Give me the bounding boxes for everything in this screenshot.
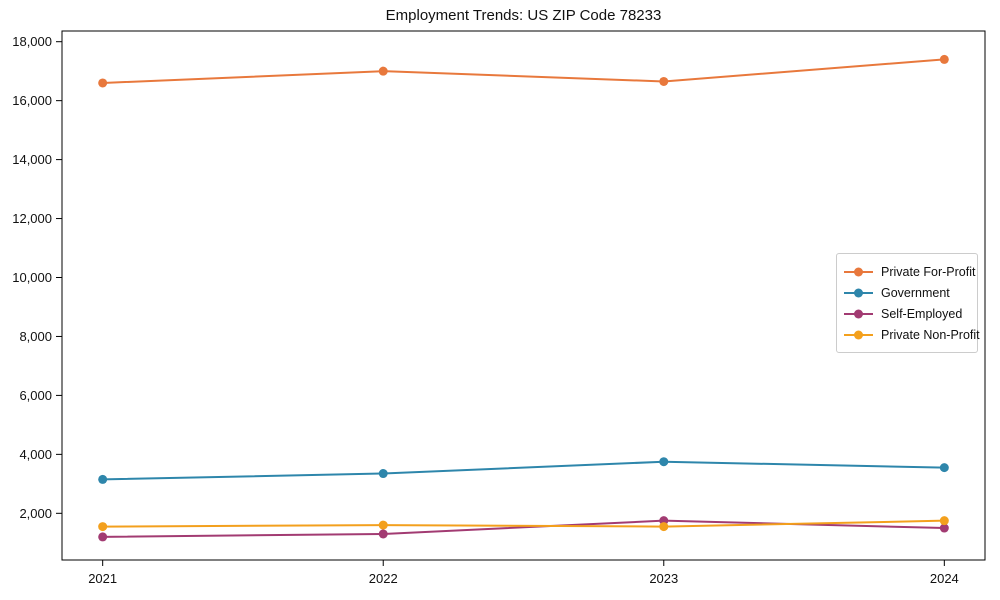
x-tick-label: 2023	[649, 571, 678, 586]
legend-line-marker-icon	[844, 309, 873, 318]
y-tick-label: 18,000	[12, 34, 52, 49]
series-line	[102, 460, 945, 481]
data-point-marker	[98, 474, 108, 484]
legend-label: Government	[881, 285, 950, 300]
series-line	[102, 58, 945, 84]
chart-title: Employment Trends: US ZIP Code 78233	[385, 7, 662, 24]
legend-label: Private For-Profit	[881, 264, 976, 279]
data-point-marker	[939, 54, 949, 64]
data-point-marker	[98, 522, 108, 532]
data-point-marker	[378, 469, 388, 479]
legend-entry: Private Non-Profit	[843, 324, 980, 345]
series-government	[98, 457, 949, 484]
y-tick-label: 4,000	[19, 447, 52, 462]
legend: Private For-Profit Government Self-Employe…	[836, 253, 980, 353]
x-tick-label: 2024	[930, 571, 959, 586]
legend-entry: Private For-Profit	[843, 261, 975, 282]
series-private-for-profit	[98, 54, 949, 88]
y-tick-label: 14,000	[12, 152, 52, 167]
legend-entry: Self-Employed	[843, 303, 969, 324]
y-tick-label: 12,000	[12, 211, 52, 226]
y-tick-label: 6,000	[19, 388, 52, 403]
data-point-marker	[98, 532, 108, 542]
legend-label: Self-Employed	[881, 306, 963, 321]
y-tick-label: 8,000	[19, 329, 52, 344]
series-line	[102, 519, 945, 528]
data-point-marker	[378, 529, 388, 539]
legend-line-marker-icon	[844, 330, 873, 339]
series-private-non-profit	[98, 516, 949, 532]
series-self-employed	[98, 516, 949, 542]
data-point-marker	[659, 522, 669, 532]
data-point-marker	[378, 520, 388, 530]
y-axis: 2,000 4,000 6,000 8,000 10,000 12,000 14,000 16…	[12, 34, 62, 521]
data-point-marker	[939, 463, 949, 473]
x-tick-label: 2021	[88, 571, 117, 586]
legend-label: Private Non-Profit	[881, 327, 980, 342]
data-point-marker	[378, 66, 388, 76]
data-point-marker	[939, 523, 949, 533]
y-tick-label: 2,000	[19, 506, 52, 521]
legend-line-marker-icon	[844, 267, 873, 276]
legend-entry: Government	[843, 282, 969, 303]
legend-line-marker-icon	[844, 288, 873, 297]
data-point-marker	[659, 76, 669, 86]
plot-frame	[61, 30, 986, 561]
y-tick-label: 16,000	[12, 93, 52, 108]
data-point-marker	[659, 457, 669, 467]
x-tick-label: 2022	[369, 571, 398, 586]
data-point-marker	[939, 516, 949, 526]
y-tick-label: 10,000	[12, 270, 52, 285]
data-point-marker	[98, 78, 108, 88]
x-axis: 2021 2022 2023 2024	[88, 560, 959, 586]
